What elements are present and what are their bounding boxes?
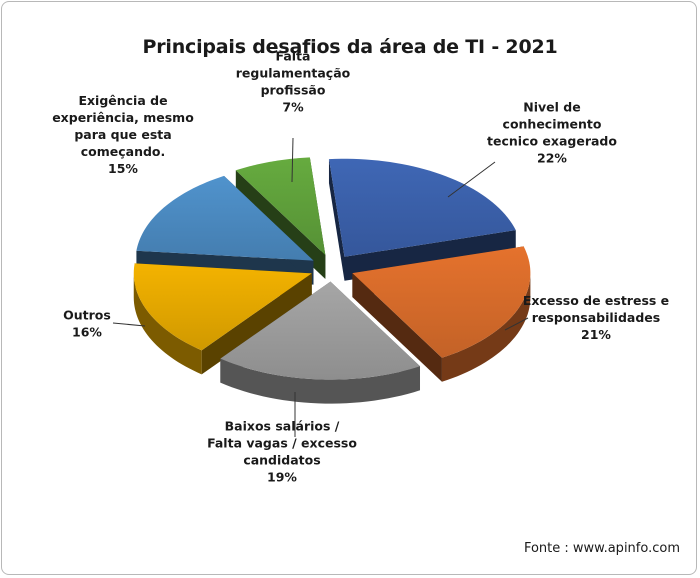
- slice-label-4: Outros 16%: [63, 308, 111, 340]
- pie-slice-4: [133, 263, 312, 375]
- slice-label-3: Baixos salários / Falta vagas / excesso ca…: [207, 419, 357, 485]
- leader-line-4: [112, 322, 146, 327]
- leader-line-2: [504, 317, 529, 331]
- slice-label-6: Falta regulamentação profissão 7%: [236, 49, 351, 115]
- slice-label-2: Excesso de estress e responsabilidades 21%: [523, 293, 669, 342]
- source-note: Fonte : www.apinfo.com: [523, 541, 680, 556]
- chart-title: Principais desafios da área de TI - 2021: [142, 36, 558, 58]
- leader-line-6: [291, 137, 294, 183]
- pie-slice-3: [220, 281, 421, 404]
- leader-line-1: [447, 161, 496, 198]
- pie-slice-2: [352, 246, 531, 382]
- slice-label-1: Nivel de conhecimento tecnico exagerado 22%: [487, 100, 617, 166]
- slice-label-5: Exigência de experiência, mesmo para que e…: [52, 93, 194, 176]
